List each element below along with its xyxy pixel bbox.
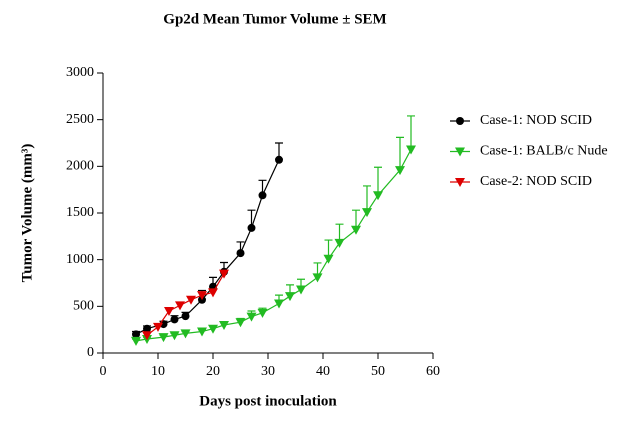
data-point — [175, 301, 185, 311]
data-point — [351, 225, 361, 235]
legend-marker — [456, 117, 464, 125]
legend-label: Case-1: BALB/c Nude — [480, 144, 608, 159]
data-point — [219, 321, 229, 330]
y-tick-label: 1000 — [66, 252, 94, 267]
data-point — [285, 292, 295, 302]
data-point — [362, 208, 372, 218]
data-point — [257, 308, 268, 318]
data-point — [208, 288, 218, 298]
x-tick-label: 30 — [261, 364, 275, 379]
error-bar — [374, 166, 382, 196]
data-point — [373, 191, 383, 201]
data-point — [158, 333, 169, 343]
data-point — [275, 155, 283, 164]
chart-title: Gp2d Mean Tumor Volume ± SEM — [163, 11, 386, 27]
data-point — [186, 295, 196, 305]
x-tick-label: 0 — [100, 364, 107, 379]
data-point — [219, 269, 229, 279]
data-point — [334, 238, 345, 248]
series-line — [135, 159, 280, 335]
data-point — [395, 166, 405, 176]
data-point — [236, 249, 245, 258]
data-point — [247, 223, 256, 232]
data-point — [143, 324, 151, 333]
data-point — [197, 327, 207, 337]
data-point — [153, 322, 163, 332]
error-bar — [363, 185, 371, 213]
data-point — [164, 307, 174, 316]
data-point — [235, 318, 246, 328]
data-point — [132, 330, 140, 339]
x-tick-label: 20 — [206, 364, 220, 379]
data-point — [170, 315, 179, 324]
legend-label: Case-2: NOD SCID — [480, 174, 592, 189]
data-point — [312, 273, 323, 283]
data-point — [142, 331, 152, 341]
x-tick-label: 60 — [426, 364, 440, 379]
data-point — [197, 291, 207, 301]
data-point — [258, 191, 267, 200]
data-point — [131, 336, 141, 346]
y-tick-label: 1500 — [66, 205, 94, 220]
data-point — [296, 285, 306, 295]
data-point — [169, 331, 180, 341]
x-tick-label: 50 — [371, 364, 385, 379]
data-point — [208, 324, 218, 334]
legend-label: Case-1: NOD SCID — [480, 113, 592, 128]
data-point — [406, 145, 416, 155]
y-tick-label: 500 — [73, 299, 94, 314]
data-point — [180, 329, 191, 339]
y-tick-label: 2500 — [66, 112, 94, 127]
y-tick-label: 3000 — [66, 65, 94, 80]
series-line — [135, 149, 412, 342]
x-tick-label: 40 — [316, 364, 330, 379]
legend-marker — [455, 178, 465, 187]
y-tick-label: 2000 — [66, 159, 94, 174]
data-point — [181, 312, 190, 321]
x-axis-title: Days post inoculation — [199, 393, 337, 409]
data-point — [323, 254, 334, 264]
x-tick-label: 10 — [151, 364, 165, 379]
error-bar — [407, 115, 415, 150]
y-tick-label: 0 — [87, 345, 94, 360]
data-point — [274, 299, 284, 309]
y-axis-title: Tumor Volume (mm³) — [19, 144, 35, 283]
legend-marker — [455, 147, 465, 157]
data-point — [246, 312, 257, 322]
error-bar — [396, 136, 404, 171]
